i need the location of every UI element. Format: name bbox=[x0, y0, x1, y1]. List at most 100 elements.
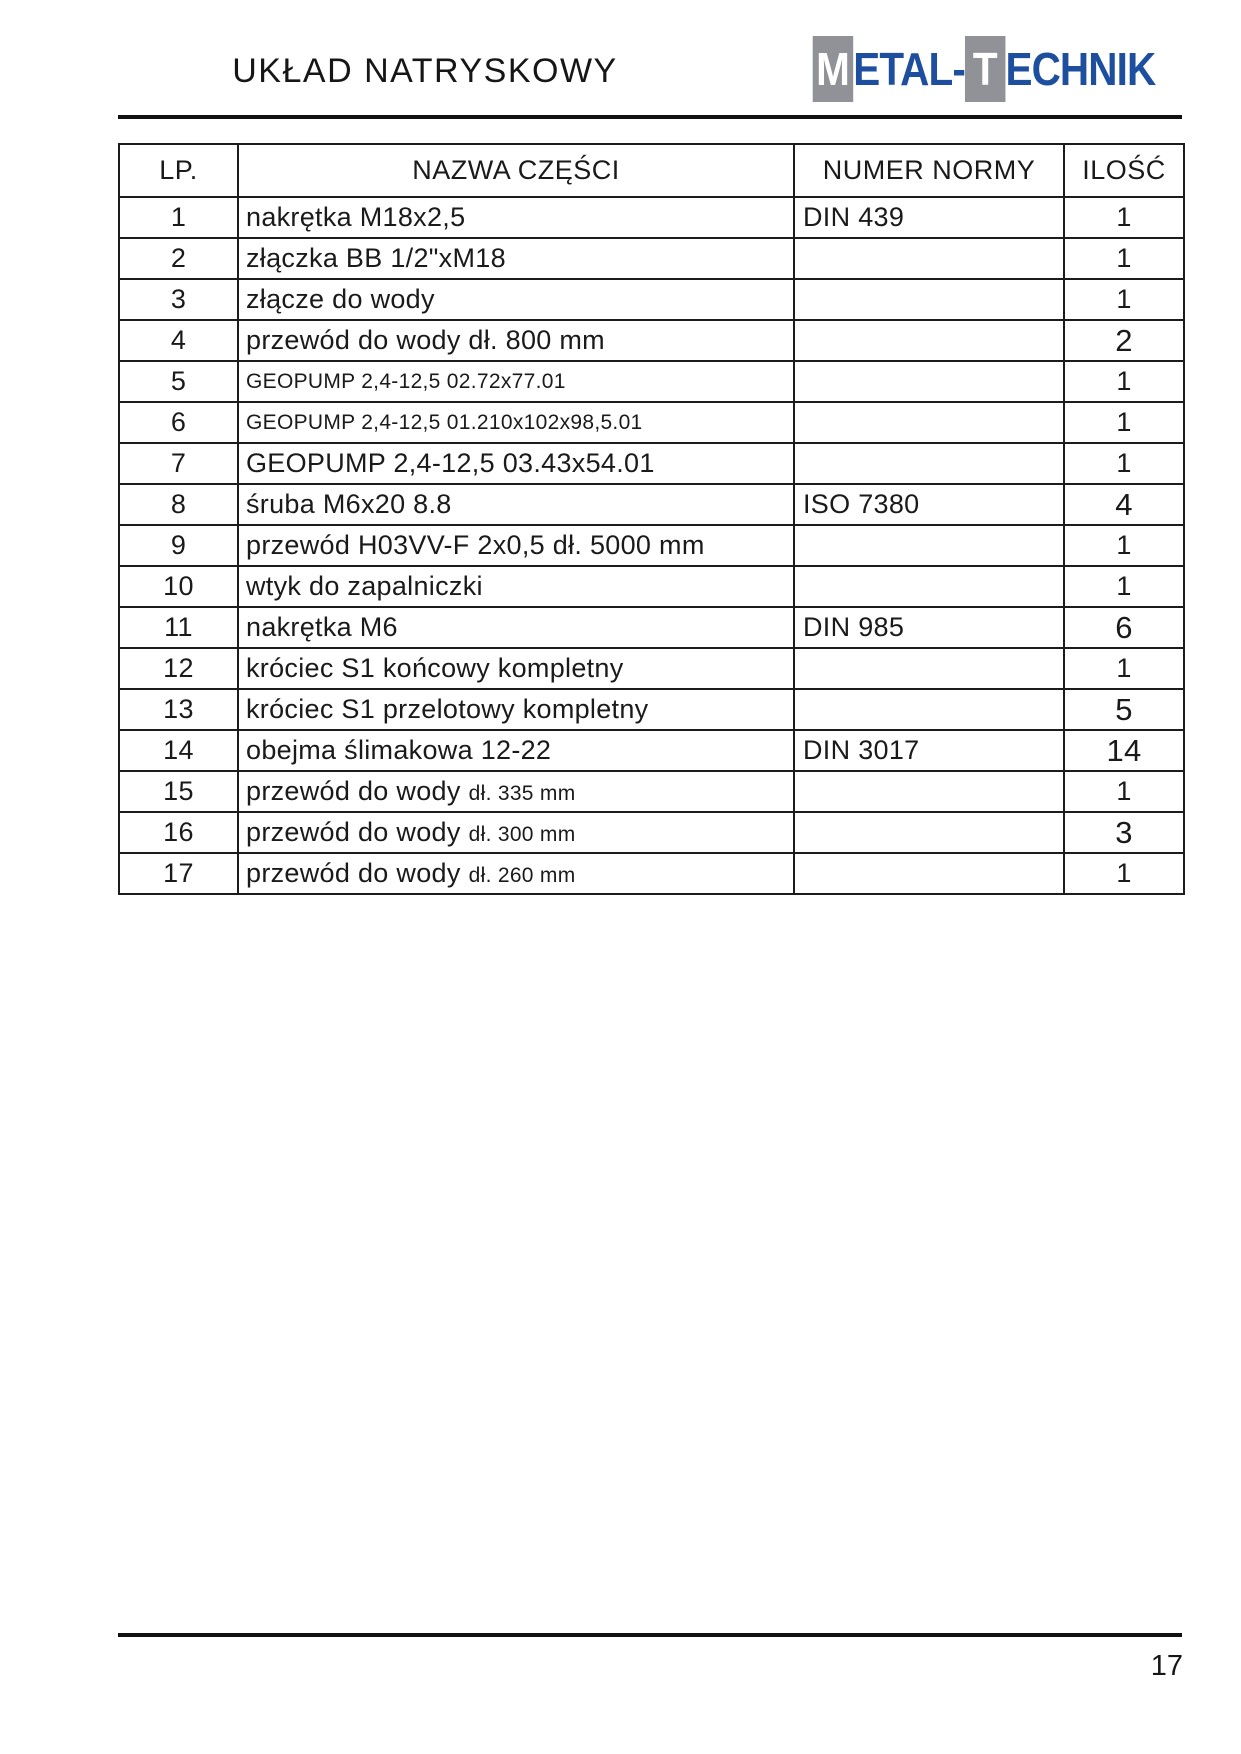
metal-technik-logo: M ETAL- T ECHNIK bbox=[812, 36, 1156, 102]
qty-cell: 1 bbox=[1063, 770, 1185, 813]
page-title: UKŁAD NATRYSKOWY bbox=[232, 52, 618, 90]
lp-cell: 10 bbox=[118, 565, 239, 608]
norm-cell: DIN 3017 bbox=[793, 729, 1065, 772]
qty-cell: 4 bbox=[1063, 483, 1185, 526]
table-row: 9 przewód H03VV-F 2x0,5 dł. 5000 mm 1 bbox=[118, 524, 1185, 567]
logo-text-echnik: ECHNIK bbox=[1005, 43, 1156, 95]
lp-cell: 13 bbox=[118, 688, 239, 731]
part-name-main: przewód do wody bbox=[246, 858, 461, 888]
part-name-cell: króciec S1 końcowy kompletny bbox=[237, 647, 795, 690]
table-row: 8 śruba M6x20 8.8 ISO 7380 4 bbox=[118, 483, 1185, 526]
norm-cell bbox=[793, 319, 1065, 362]
col-header-qty: ILOŚĆ bbox=[1063, 143, 1185, 198]
lp-cell: 2 bbox=[118, 237, 239, 280]
norm-cell bbox=[793, 401, 1065, 444]
page-number: 17 bbox=[1150, 1650, 1183, 1682]
table-row: 12 króciec S1 końcowy kompletny 1 bbox=[118, 647, 1185, 690]
table-row: 4 przewód do wody dł. 800 mm 2 bbox=[118, 319, 1185, 362]
lp-cell: 11 bbox=[118, 606, 239, 649]
logo-text-etal: ETAL- bbox=[852, 43, 966, 95]
part-name-detail: dł. 260 mm bbox=[468, 864, 576, 887]
logo-letter-t-box: T bbox=[964, 36, 1006, 102]
qty-cell: 1 bbox=[1063, 401, 1185, 444]
part-name-cell: złącze do wody bbox=[237, 278, 795, 321]
norm-cell bbox=[793, 360, 1065, 403]
norm-cell: ISO 7380 bbox=[793, 483, 1065, 526]
part-name-main: przewód do wody bbox=[246, 817, 461, 847]
part-name-cell: przewód do wody dł. 335 mm bbox=[237, 770, 795, 813]
norm-cell: DIN 985 bbox=[793, 606, 1065, 649]
part-name-cell: wtyk do zapalniczki bbox=[237, 565, 795, 608]
lp-cell: 4 bbox=[118, 319, 239, 362]
lp-cell: 1 bbox=[118, 196, 239, 239]
col-header-name: NAZWA CZĘŚCI bbox=[237, 143, 795, 198]
table-row: 10 wtyk do zapalniczki 1 bbox=[118, 565, 1185, 608]
footer-divider-line bbox=[118, 1633, 1182, 1637]
norm-cell bbox=[793, 524, 1065, 567]
table-row: 3 złącze do wody 1 bbox=[118, 278, 1185, 321]
table-row: 5 GEOPUMP 2,4-12,5 02.72x77.01 1 bbox=[118, 360, 1185, 403]
table-row: 15 przewód do wody dł. 335 mm 1 bbox=[118, 770, 1185, 813]
part-name-cell: przewód do wody dł. 300 mm bbox=[237, 811, 795, 854]
norm-cell bbox=[793, 237, 1065, 280]
qty-cell: 1 bbox=[1063, 278, 1185, 321]
table-row: 17 przewód do wody dł. 260 mm 1 bbox=[118, 852, 1185, 895]
part-name-main: przewód do wody bbox=[246, 776, 461, 806]
logo-letter-m-box: M bbox=[812, 36, 853, 102]
table-row: 7 GEOPUMP 2,4-12,5 03.43x54.01 1 bbox=[118, 442, 1185, 485]
part-name-cell: nakrętka M6 bbox=[237, 606, 795, 649]
lp-cell: 5 bbox=[118, 360, 239, 403]
norm-cell bbox=[793, 442, 1065, 485]
lp-cell: 16 bbox=[118, 811, 239, 854]
table-row: 14 obejma ślimakowa 12-22 DIN 3017 14 bbox=[118, 729, 1185, 772]
part-name-cell: GEOPUMP 2,4-12,5 02.72x77.01 bbox=[237, 360, 795, 403]
part-name-cell: króciec S1 przelotowy kompletny bbox=[237, 688, 795, 731]
lp-cell: 9 bbox=[118, 524, 239, 567]
table-header-row: LP. NAZWA CZĘŚCI NUMER NORMY ILOŚĆ bbox=[118, 143, 1185, 198]
table-row: 11 nakrętka M6 DIN 985 6 bbox=[118, 606, 1185, 649]
parts-table: LP. NAZWA CZĘŚCI NUMER NORMY ILOŚĆ 1 nak… bbox=[118, 143, 1185, 895]
part-name-cell: przewód H03VV-F 2x0,5 dł. 5000 mm bbox=[237, 524, 795, 567]
lp-cell: 12 bbox=[118, 647, 239, 690]
norm-cell bbox=[793, 278, 1065, 321]
qty-cell: 1 bbox=[1063, 196, 1185, 239]
norm-cell bbox=[793, 565, 1065, 608]
lp-cell: 17 bbox=[118, 852, 239, 895]
lp-cell: 7 bbox=[118, 442, 239, 485]
norm-cell bbox=[793, 852, 1065, 895]
lp-cell: 6 bbox=[118, 401, 239, 444]
norm-cell: DIN 439 bbox=[793, 196, 1065, 239]
part-name-detail: dł. 335 mm bbox=[468, 782, 576, 805]
norm-cell bbox=[793, 688, 1065, 731]
qty-cell: 6 bbox=[1063, 606, 1185, 649]
part-name-cell: przewód do wody dł. 800 mm bbox=[237, 319, 795, 362]
qty-cell: 1 bbox=[1063, 360, 1185, 403]
table-row: 2 złączka BB 1/2"xM18 1 bbox=[118, 237, 1185, 280]
part-name-cell: obejma ślimakowa 12-22 bbox=[237, 729, 795, 772]
part-name-cell: śruba M6x20 8.8 bbox=[237, 483, 795, 526]
part-name-cell: GEOPUMP 2,4-12,5 01.210x102x98,5.01 bbox=[237, 401, 795, 444]
part-name-cell: GEOPUMP 2,4-12,5 03.43x54.01 bbox=[237, 442, 795, 485]
table-row: 6 GEOPUMP 2,4-12,5 01.210x102x98,5.01 1 bbox=[118, 401, 1185, 444]
qty-cell: 1 bbox=[1063, 237, 1185, 280]
part-name-detail: dł. 300 mm bbox=[468, 823, 576, 846]
qty-cell: 1 bbox=[1063, 442, 1185, 485]
lp-cell: 3 bbox=[118, 278, 239, 321]
qty-cell: 1 bbox=[1063, 524, 1185, 567]
table-row: 1 nakrętka M18x2,5 DIN 439 1 bbox=[118, 196, 1185, 239]
norm-cell bbox=[793, 811, 1065, 854]
col-header-lp: LP. bbox=[118, 143, 239, 198]
qty-cell: 1 bbox=[1063, 852, 1185, 895]
norm-cell bbox=[793, 770, 1065, 813]
norm-cell bbox=[793, 647, 1065, 690]
qty-cell: 5 bbox=[1063, 688, 1185, 731]
col-header-norm: NUMER NORMY bbox=[793, 143, 1065, 198]
lp-cell: 8 bbox=[118, 483, 239, 526]
qty-cell: 3 bbox=[1063, 811, 1185, 854]
table-row: 13 króciec S1 przelotowy kompletny 5 bbox=[118, 688, 1185, 731]
part-name-cell: nakrętka M18x2,5 bbox=[237, 196, 795, 239]
header-divider-line bbox=[118, 115, 1182, 119]
qty-cell: 1 bbox=[1063, 647, 1185, 690]
qty-cell: 2 bbox=[1063, 319, 1185, 362]
